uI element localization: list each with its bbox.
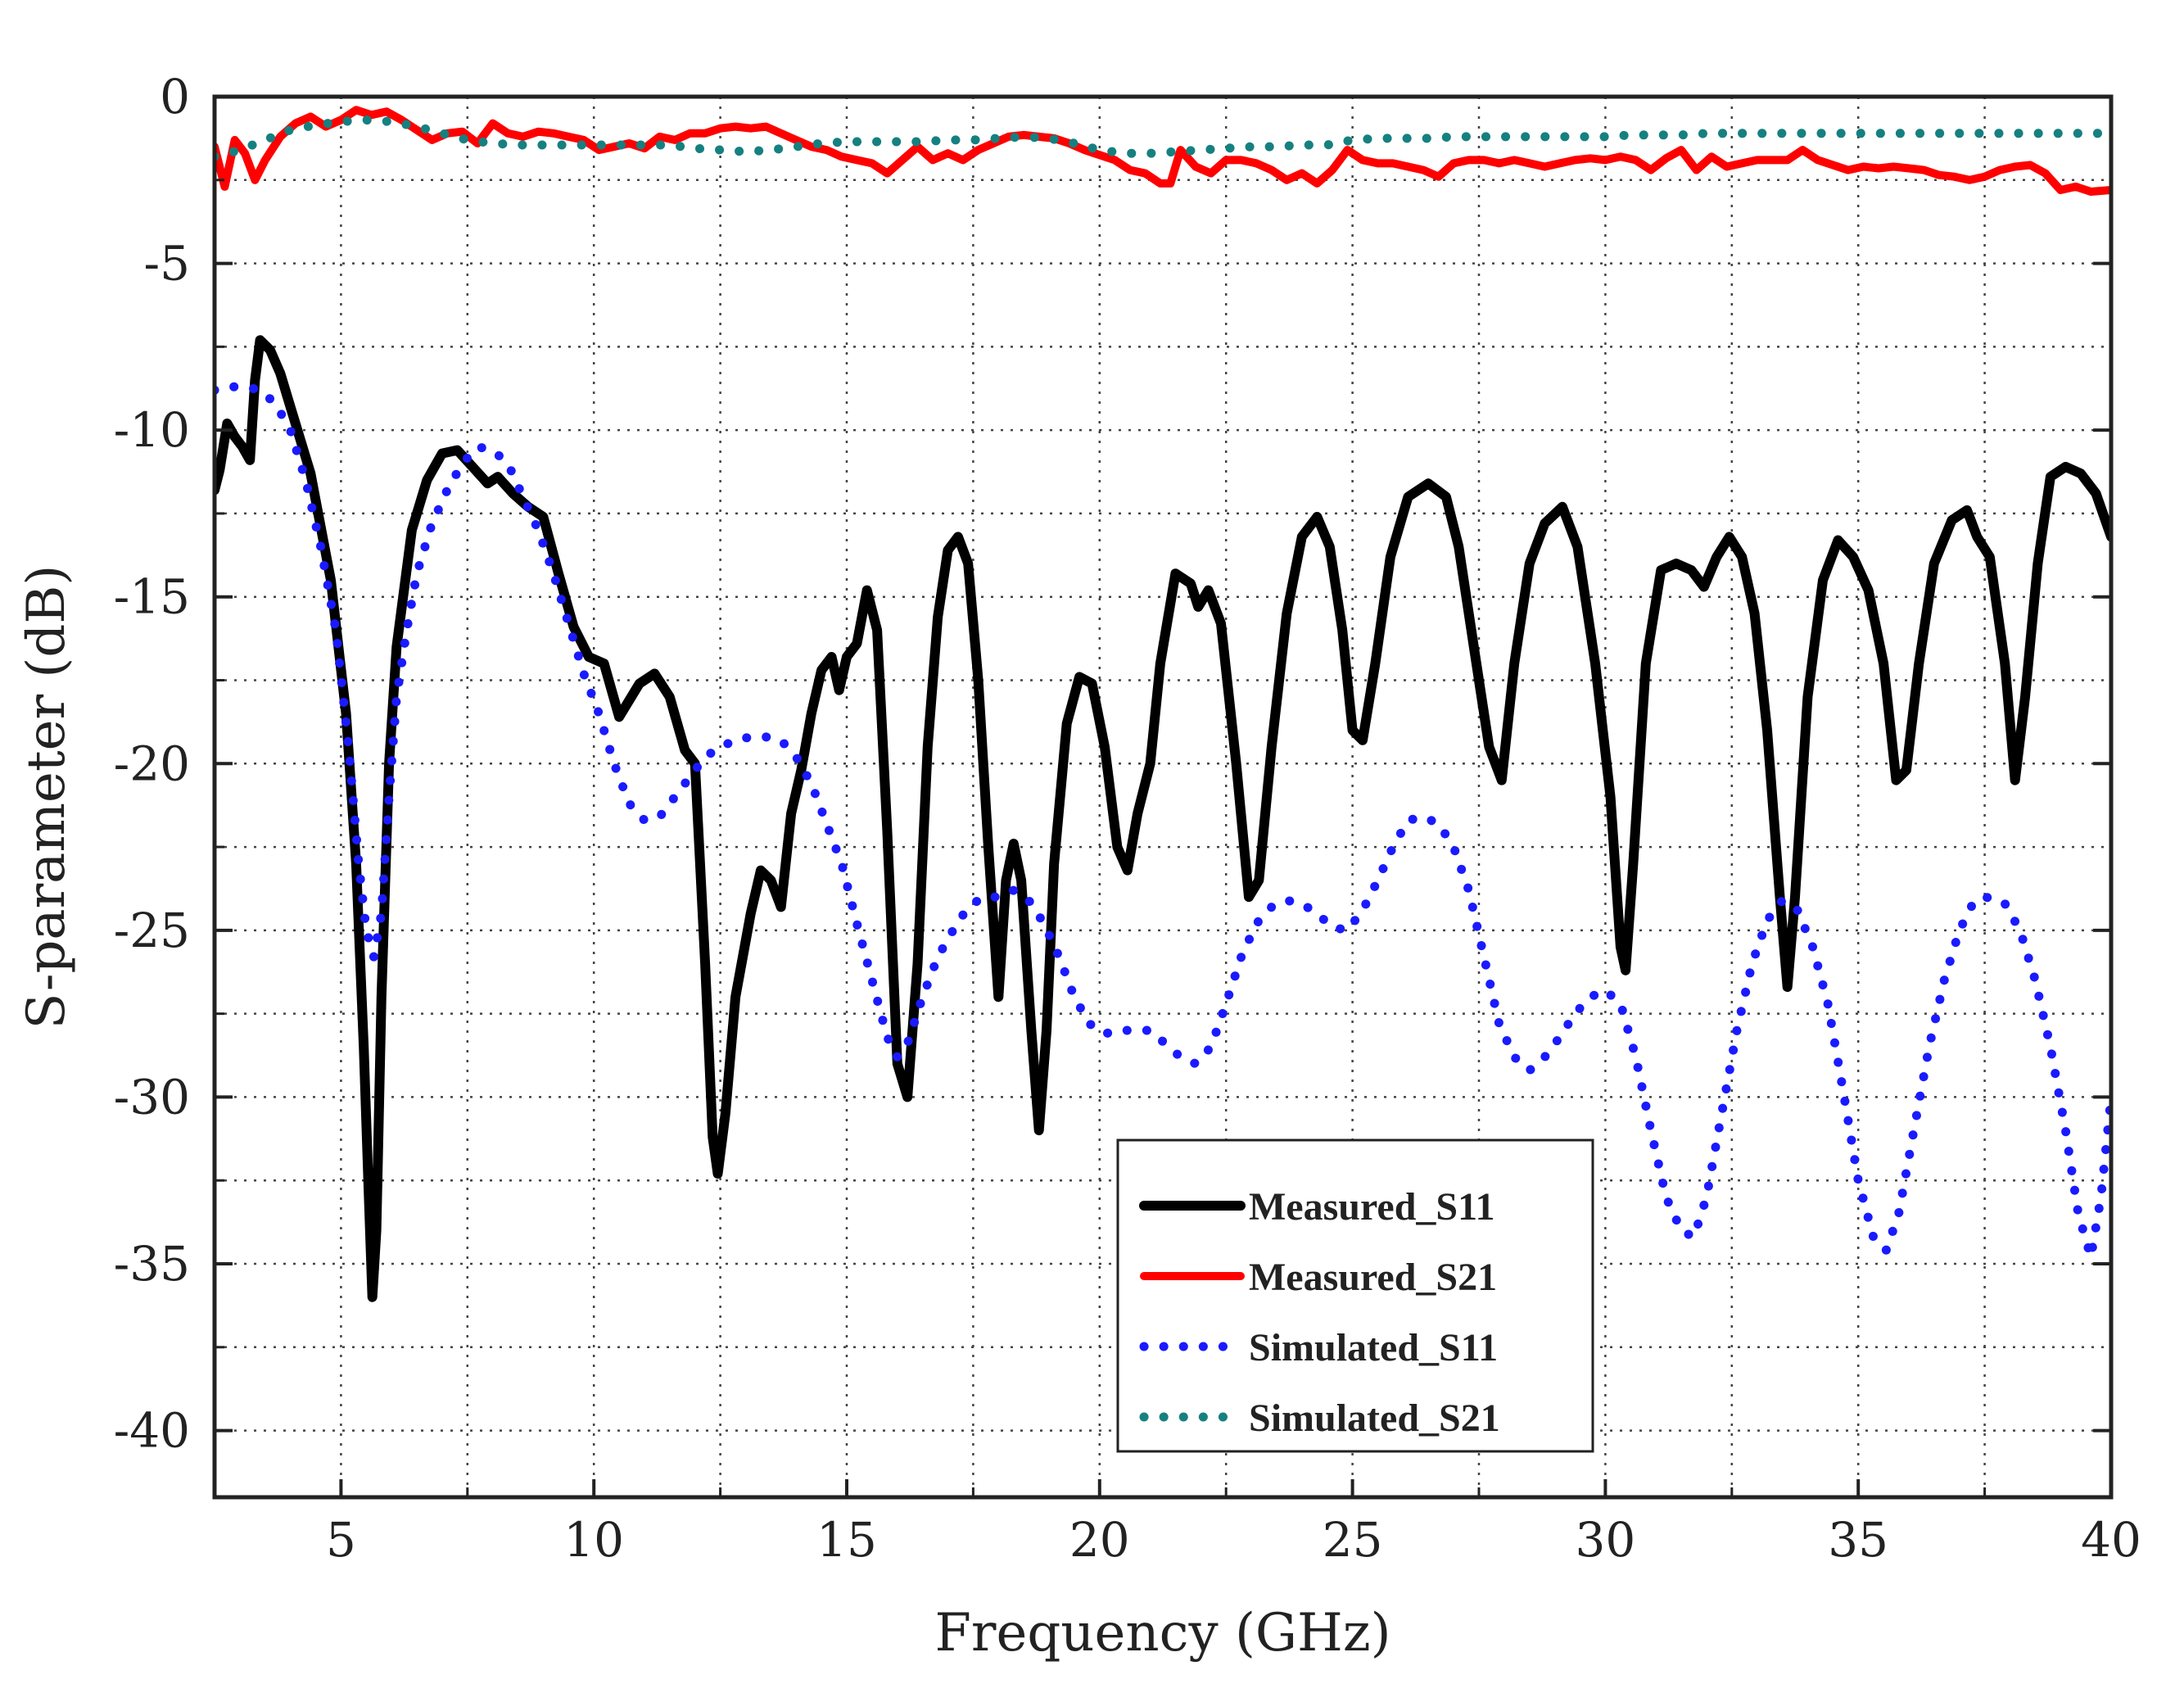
y-tick-label: -20 [114, 736, 190, 791]
legend-label: Measured_S21 [1249, 1256, 1497, 1299]
y-axis-title: S-parameter (dB) [16, 565, 77, 1030]
x-axis-title: Frequency (GHz) [934, 1603, 1390, 1664]
x-tick-label: 40 [2081, 1512, 2141, 1568]
y-tick-label: -40 [114, 1403, 190, 1459]
legend-label: Measured_S11 [1249, 1185, 1494, 1229]
y-tick-label: -10 [114, 402, 190, 458]
y-tick-label: -5 [144, 236, 191, 292]
plot-frame [212, 94, 2114, 1500]
x-tick-label: 5 [326, 1512, 356, 1568]
axis-ticks: 5 10 15 20 25 30 35 40 0 -5 -10 -15 -20 -25 -30 -35 -40 [114, 69, 2141, 1568]
x-tick-label: 15 [816, 1512, 877, 1568]
x-tick-label: 20 [1069, 1512, 1130, 1568]
y-tick-label: -15 [114, 569, 190, 625]
series-line-measured-s11 [215, 335, 2111, 1302]
legend-label: Simulated_S21 [1249, 1396, 1500, 1440]
legend-box [1116, 1138, 1594, 1453]
y-tick-label: -35 [114, 1236, 190, 1292]
series-line-simulated-s11 [215, 382, 2111, 1262]
x-tick-label: 30 [1575, 1512, 1635, 1568]
legend: Measured_S11 Measured_S21 Simulated_S11 Sim… [1116, 1138, 1594, 1453]
x-tick-label: 10 [563, 1512, 624, 1568]
x-tick-label: 35 [1828, 1512, 1888, 1568]
series-line-measured-s21 [215, 106, 2111, 196]
series-group [215, 106, 2111, 1302]
y-tick-label: -25 [114, 903, 190, 958]
legend-label: Simulated_S11 [1249, 1326, 1498, 1369]
y-tick-label: -30 [114, 1069, 190, 1125]
x-tick-label: 25 [1323, 1512, 1383, 1568]
legend-items: Measured_S11 Measured_S21 Simulated_S11 Sim… [1139, 1185, 1500, 1440]
y-tick-label: 0 [160, 69, 190, 124]
